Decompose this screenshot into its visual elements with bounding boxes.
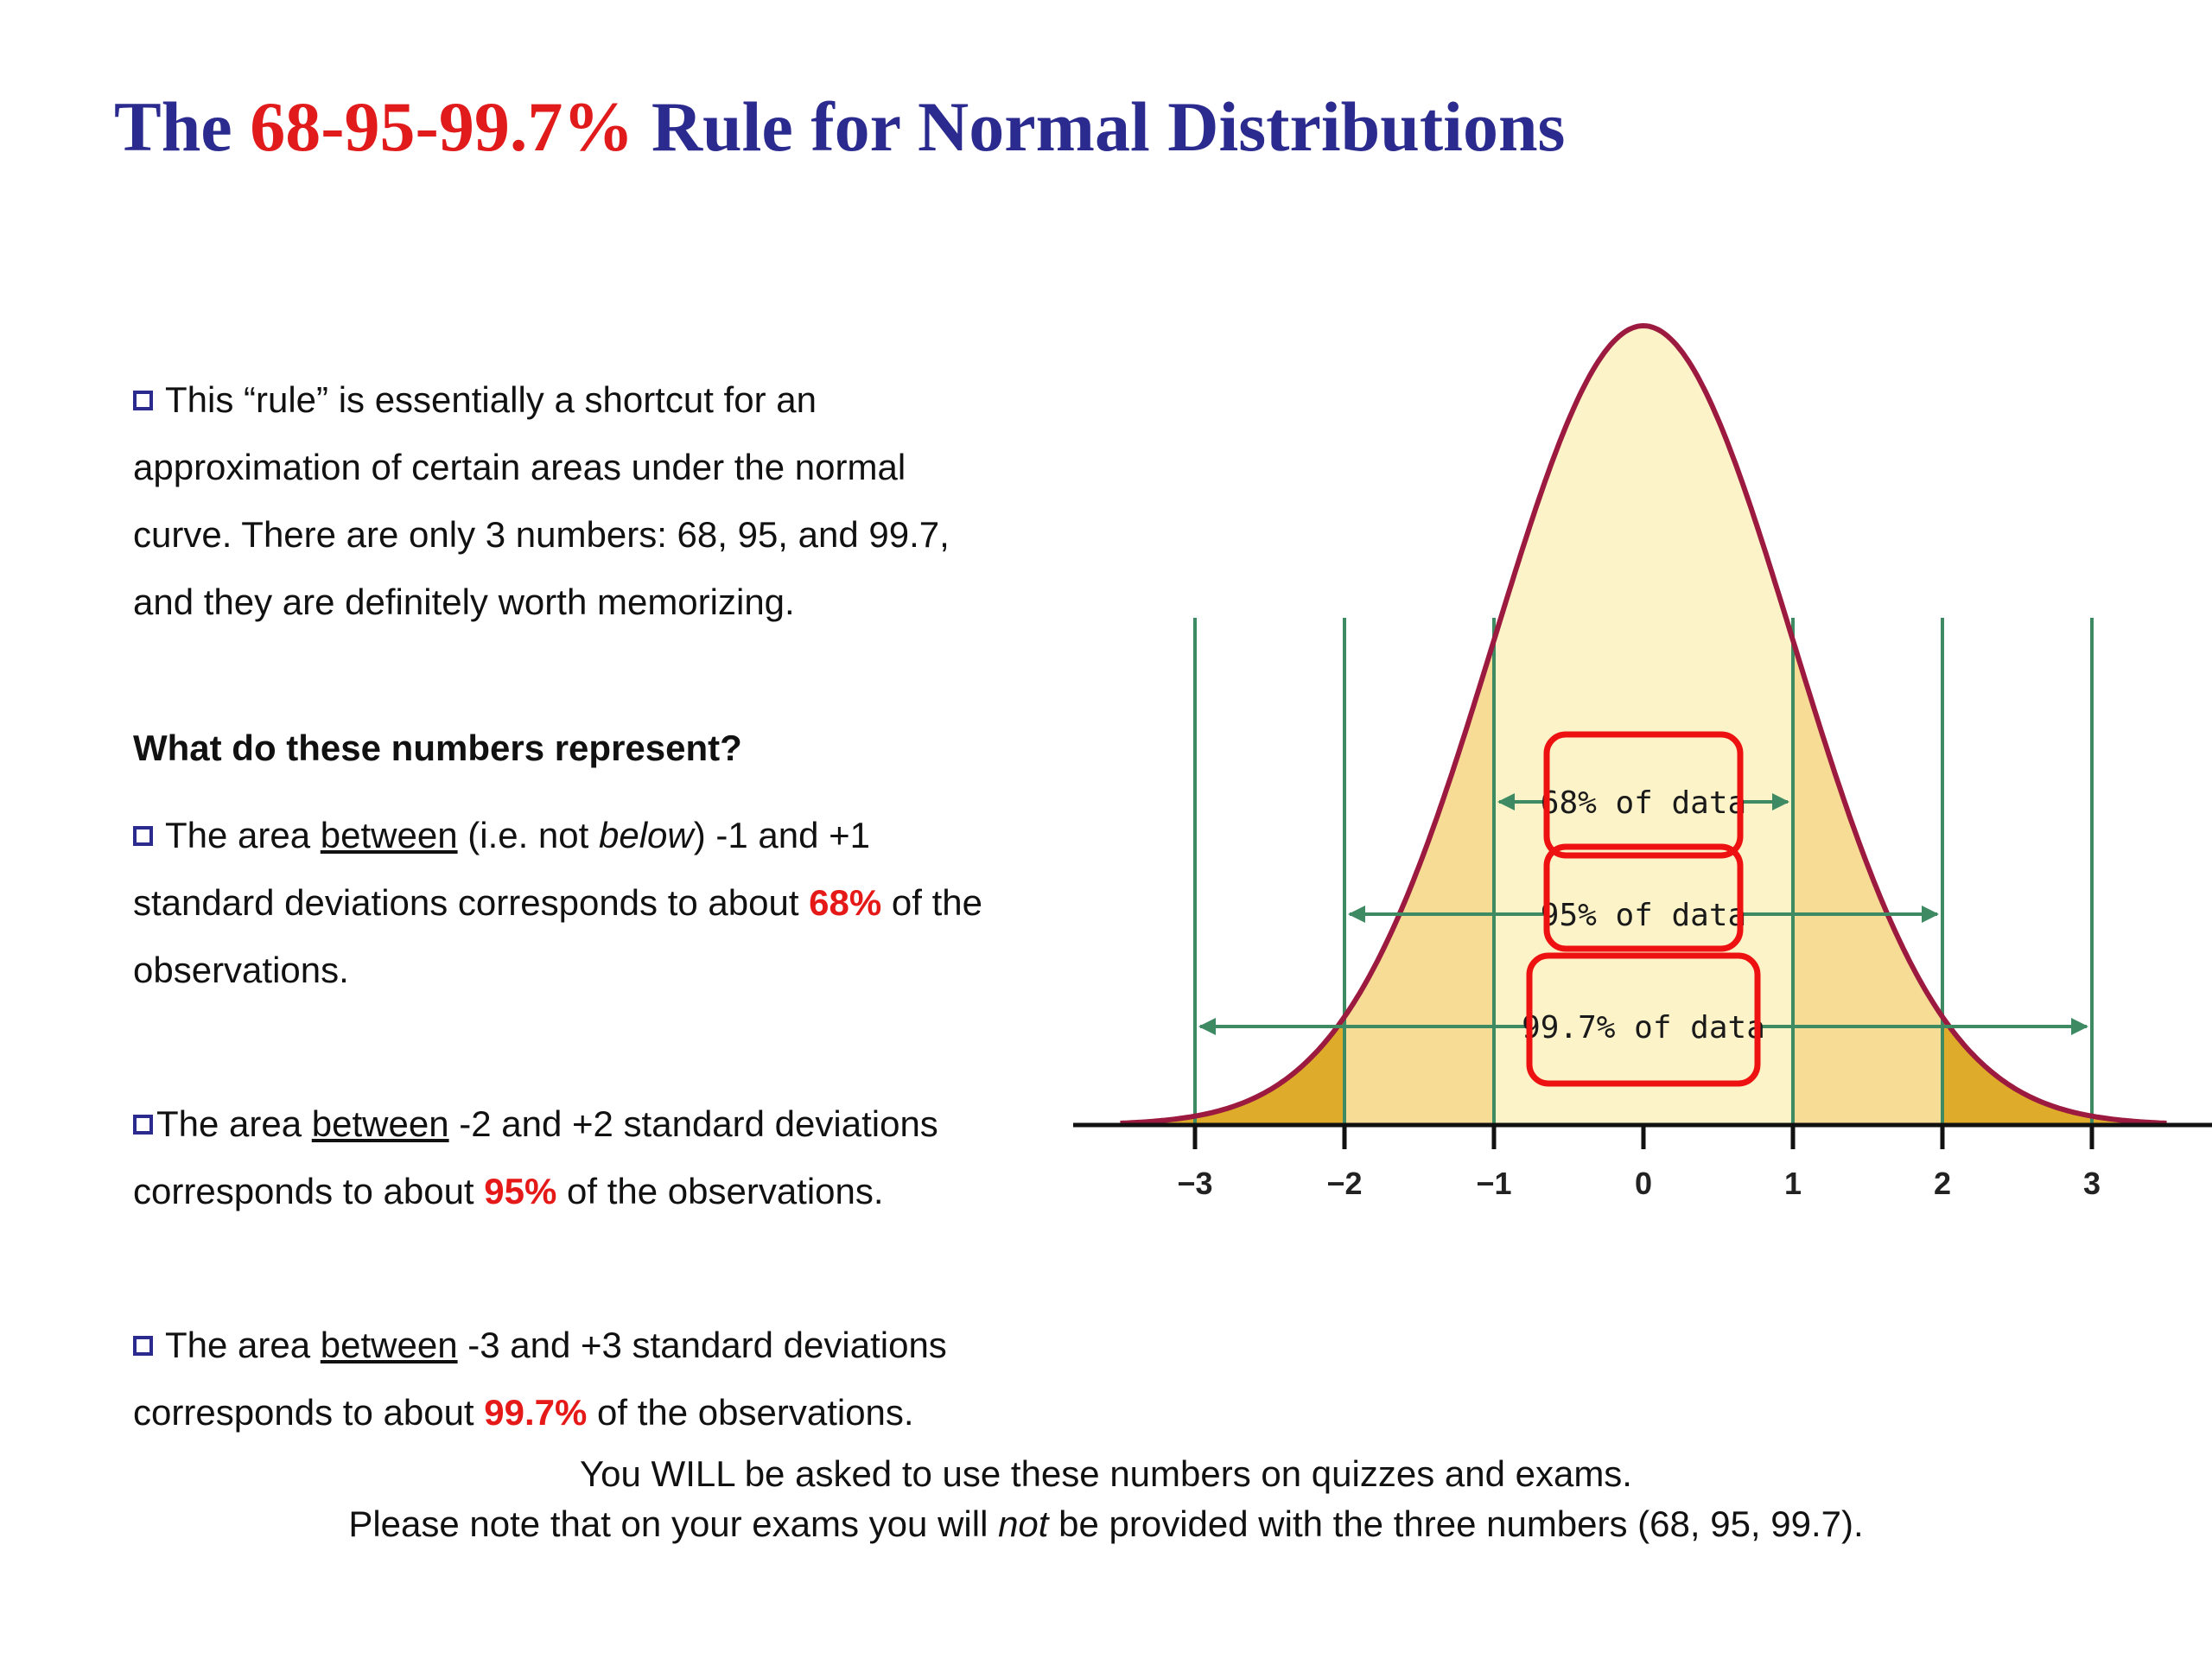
title-suffix: Rule for Normal Distributions xyxy=(633,87,1566,166)
square-bullet-icon xyxy=(133,826,153,846)
square-bullet-icon xyxy=(133,1115,153,1135)
question-heading: What do these numbers represent? xyxy=(133,728,742,768)
p997-line-2: corresponds to about 99.7% of the observ… xyxy=(133,1392,914,1433)
normal-curve xyxy=(1120,322,2167,1126)
interval-2: 95% of data xyxy=(1348,843,1939,952)
interval-label: 68% of data xyxy=(1541,785,1746,821)
slide-title: The 68-95-99.7% Rule for Normal Distribu… xyxy=(114,86,1565,168)
x-tick-label: 2 xyxy=(1934,1166,1951,1201)
interval-1: 68% of data xyxy=(1497,731,1789,859)
footer-line-1: You WILL be asked to use these numbers o… xyxy=(580,1453,1632,1494)
x-tick-label: −3 xyxy=(1177,1166,1212,1201)
value-68: 68% xyxy=(809,882,882,923)
x-tick-label: 0 xyxy=(1635,1166,1652,1201)
title-prefix: The xyxy=(114,87,251,166)
x-tick-label: −2 xyxy=(1326,1166,1362,1201)
p95-line-1: The area between -2 and +2 standard devi… xyxy=(133,1090,938,1158)
p68-line-1: The area between (i.e. not below) -1 and… xyxy=(133,802,982,869)
interval-3: 99.7% of data xyxy=(1198,952,2088,1087)
paragraph-68: The area between (i.e. not below) -1 and… xyxy=(133,802,982,1004)
paragraph-997: The area between -3 and +3 standard devi… xyxy=(133,1312,947,1446)
interval-label: 95% of data xyxy=(1541,898,1746,933)
value-997: 99.7% xyxy=(484,1392,588,1433)
title-highlight: 68-95-99.7% xyxy=(250,87,634,166)
intro-line-4: and they are definitely worth memorizing… xyxy=(133,582,795,622)
paragraph-95: The area between -2 and +2 standard devi… xyxy=(133,1090,938,1225)
square-bullet-icon xyxy=(133,1336,153,1356)
x-tick-label: 1 xyxy=(1784,1166,1802,1201)
square-bullet-icon xyxy=(133,391,153,410)
value-95: 95% xyxy=(484,1171,557,1211)
normal-distribution-chart: −3 −2 −1 0 1 2 3 68% of data 95% of data 99.7% o… xyxy=(1073,322,2212,1201)
p68-line-3: observations. xyxy=(133,950,349,990)
highlight-box xyxy=(1543,843,1744,952)
x-tick-label: 3 xyxy=(2083,1166,2101,1201)
x-tick-label: −1 xyxy=(1476,1166,1511,1201)
p95-line-2: corresponds to about 95% of the observat… xyxy=(133,1171,884,1211)
footer-line-2: Please note that on your exams you will … xyxy=(348,1503,1864,1544)
tail-region-right xyxy=(1942,1016,2167,1125)
intro-paragraph: This “rule” is essentially a shortcut fo… xyxy=(133,366,950,636)
p997-line-1: The area between -3 and +3 standard devi… xyxy=(133,1312,947,1379)
intro-line-2: approximation of certain areas under the… xyxy=(133,447,906,487)
highlight-box xyxy=(1526,952,1761,1087)
intro-line-3: curve. There are only 3 numbers: 68, 95,… xyxy=(133,514,950,555)
center-region xyxy=(1494,326,1793,1125)
highlight-box xyxy=(1543,731,1744,859)
p68-line-2: standard deviations corresponds to about… xyxy=(133,882,982,923)
interval-label: 99.7% of data xyxy=(1522,1010,1765,1046)
tail-region-left xyxy=(1120,1016,1344,1125)
intro-line-1: This “rule” is essentially a shortcut fo… xyxy=(133,366,950,434)
